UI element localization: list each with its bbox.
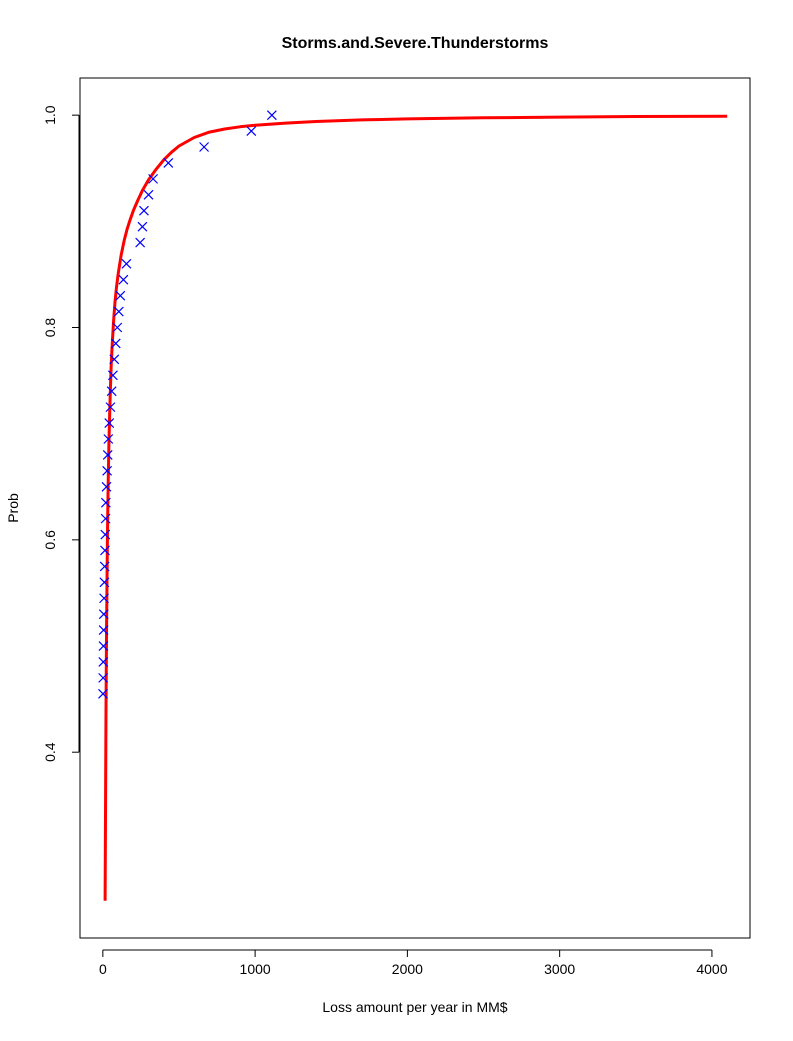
- data-point: [118, 274, 129, 285]
- data-point: [135, 237, 146, 248]
- data-point: [100, 545, 110, 556]
- data-point: [102, 449, 113, 460]
- data-point: [110, 338, 121, 349]
- data-point: [98, 641, 109, 651]
- plot-frame: [79, 77, 751, 939]
- fitted-curve-layer: [103, 114, 728, 901]
- data-point: [115, 290, 126, 301]
- y-axis-label: Prob: [5, 493, 21, 523]
- data-point: [102, 465, 113, 476]
- data-point: [100, 497, 111, 508]
- data-point: [107, 370, 118, 381]
- y-tick-label: 0.4: [42, 742, 58, 762]
- data-point: [99, 577, 110, 588]
- data-point: [103, 434, 114, 444]
- x-axis-label: Loss amount per year in MM$: [322, 999, 507, 1015]
- data-point: [100, 529, 111, 540]
- data-point: [100, 513, 111, 524]
- data-point: [113, 306, 124, 317]
- x-tick-label: 4000: [696, 961, 727, 977]
- data-point: [104, 418, 115, 428]
- data-point: [266, 110, 277, 121]
- data-point: [101, 481, 112, 492]
- data-points-layer: [98, 110, 277, 699]
- data-point: [112, 322, 123, 333]
- data-point: [137, 221, 148, 232]
- data-point: [148, 173, 159, 184]
- data-point: [98, 688, 108, 699]
- fitted-curve-line: [103, 114, 728, 901]
- data-point: [98, 609, 109, 620]
- data-point: [99, 593, 109, 604]
- data-point: [246, 126, 257, 137]
- x-tick-label: 0: [99, 961, 107, 977]
- data-point: [163, 158, 174, 168]
- data-point: [143, 189, 154, 200]
- data-point: [98, 625, 109, 636]
- data-point: [98, 672, 109, 683]
- y-tick-label: 0.6: [42, 530, 58, 550]
- data-point: [99, 561, 110, 572]
- y-tick-label: 1.0: [42, 105, 58, 125]
- data-point: [139, 205, 149, 216]
- x-tick-label: 3000: [544, 961, 575, 977]
- data-point: [199, 142, 210, 152]
- y-axis: 0.4 0.6 0.8 1.0: [42, 105, 80, 762]
- data-point: [105, 402, 116, 413]
- data-point: [106, 386, 117, 397]
- x-tick-label: 1000: [240, 961, 271, 977]
- data-point: [121, 258, 132, 269]
- chart-title: Storms.and.Severe.Thunderstorms: [282, 35, 549, 52]
- data-point: [109, 354, 120, 365]
- data-point: [98, 657, 109, 667]
- x-axis: 0 1000 2000 3000 4000: [99, 949, 728, 977]
- x-tick-label: 2000: [392, 961, 423, 977]
- y-tick-label: 0.8: [42, 318, 58, 338]
